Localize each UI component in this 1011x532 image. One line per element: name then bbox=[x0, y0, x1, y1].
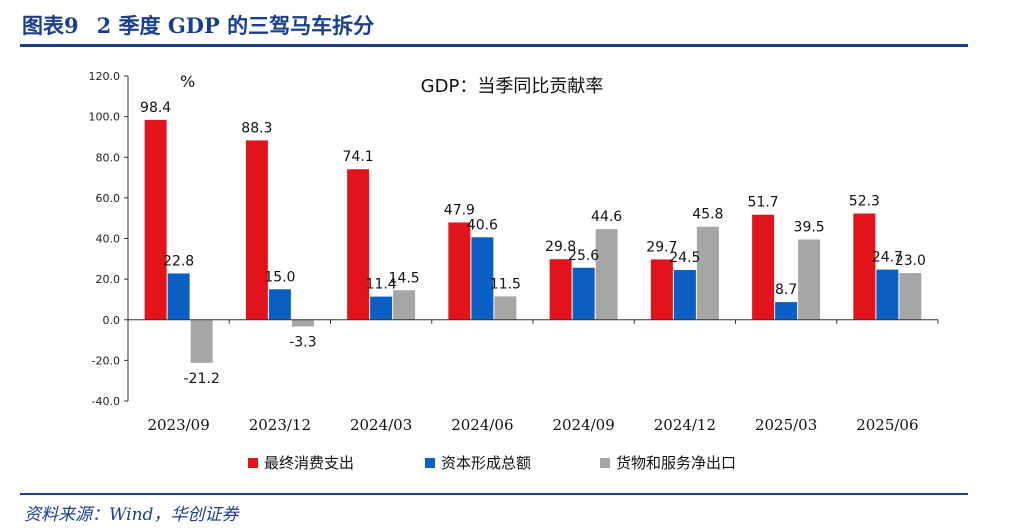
x-category-label: 2025/06 bbox=[856, 416, 918, 434]
data-label-consumption: 52.3 bbox=[849, 194, 880, 210]
x-category-label: 2024/03 bbox=[350, 416, 412, 434]
x-category-label: 2024/12 bbox=[654, 416, 716, 434]
y-tick-label: 40.0 bbox=[96, 233, 121, 246]
data-label-capital: 22.8 bbox=[163, 253, 194, 269]
bar-capital bbox=[167, 273, 190, 320]
bar-net-export bbox=[899, 273, 922, 320]
bar-consumption bbox=[245, 140, 268, 320]
bar-capital bbox=[775, 302, 798, 320]
figure-title: 图表9 2 季度 GDP 的三驾马车拆分 bbox=[22, 10, 374, 40]
bar-capital bbox=[673, 269, 696, 320]
x-category-label: 2025/03 bbox=[755, 416, 817, 434]
source-note: 资料来源：Wind，华创证券 bbox=[24, 505, 239, 525]
bar-net-export bbox=[393, 290, 416, 320]
bar-net-export bbox=[291, 319, 314, 327]
data-label-net-export: 44.6 bbox=[591, 209, 622, 225]
bar-consumption bbox=[650, 259, 673, 320]
data-label-net-export: 23.0 bbox=[895, 253, 926, 269]
bar-capital bbox=[471, 237, 494, 320]
x-category-label: 2023/12 bbox=[249, 416, 311, 434]
title-rule bbox=[20, 44, 968, 47]
legend-label-net-export: 货物和服务净出口 bbox=[616, 454, 736, 472]
data-label-net-export: 14.5 bbox=[389, 270, 420, 286]
data-label-capital: 40.6 bbox=[467, 217, 498, 233]
x-axis: 2023/09 2023/12 2024/03 2024/06 2024/09 2024/… bbox=[127, 319, 939, 434]
y-tick-label: -40.0 bbox=[92, 395, 120, 408]
data-label-consumption: 51.7 bbox=[748, 195, 779, 211]
y-tick-label: 120.0 bbox=[89, 70, 121, 83]
data-label-net-export: 39.5 bbox=[794, 220, 825, 236]
source-rule bbox=[20, 493, 968, 495]
figure-title-text: 2 季度 GDP 的三驾马车拆分 bbox=[96, 13, 375, 38]
data-label-net-export: 45.8 bbox=[692, 207, 723, 223]
bar-consumption bbox=[144, 119, 167, 320]
legend-swatch-capital bbox=[425, 458, 435, 468]
data-label-capital: 24.7 bbox=[872, 250, 903, 266]
y-tick-label: 100.0 bbox=[89, 111, 121, 124]
bar-net-export bbox=[190, 319, 213, 363]
bar-capital bbox=[572, 267, 595, 320]
y-tick-label: 80.0 bbox=[96, 151, 121, 164]
bar-net-export bbox=[595, 229, 618, 320]
x-category-label: 2023/09 bbox=[147, 416, 209, 434]
data-label-consumption: 88.3 bbox=[241, 120, 272, 136]
data-label-consumption: 98.4 bbox=[140, 100, 171, 116]
data-label-net-export: -21.2 bbox=[184, 371, 220, 387]
bar-net-export bbox=[494, 296, 517, 320]
bar-capital bbox=[876, 269, 899, 320]
data-label-net-export: -3.3 bbox=[289, 334, 316, 350]
data-label-capital: 25.6 bbox=[568, 248, 599, 264]
bar-consumption bbox=[347, 169, 370, 320]
data-label-capital: 8.7 bbox=[775, 282, 797, 298]
legend-label-capital: 资本形成总额 bbox=[441, 454, 531, 472]
data-label-consumption: 74.1 bbox=[343, 149, 374, 165]
bar-consumption bbox=[752, 214, 775, 320]
data-label-capital: 15.0 bbox=[264, 269, 295, 285]
legend-label-consumption: 最终消费支出 bbox=[264, 454, 354, 472]
x-category-label: 2024/09 bbox=[552, 416, 614, 434]
data-label-capital: 24.5 bbox=[669, 250, 700, 266]
bars-group bbox=[144, 119, 922, 363]
data-label-consumption: 29.7 bbox=[646, 239, 677, 255]
figure-number: 图表9 bbox=[22, 13, 79, 38]
y-tick-label: 60.0 bbox=[96, 192, 121, 205]
bar-net-export bbox=[798, 239, 821, 320]
bar-consumption bbox=[853, 213, 876, 320]
bar-capital bbox=[268, 289, 291, 320]
y-tick-label: 0.0 bbox=[103, 314, 121, 327]
chart-title: GDP：当季同比贡献率 bbox=[421, 76, 604, 97]
data-label-consumption: 29.8 bbox=[545, 239, 576, 255]
bar-consumption bbox=[549, 259, 572, 320]
legend-swatch-net-export bbox=[600, 458, 610, 468]
legend-swatch-consumption bbox=[248, 458, 258, 468]
y-tick-label: -20.0 bbox=[92, 354, 120, 367]
legend: 最终消费支出 资本形成总额 货物和服务净出口 bbox=[248, 454, 736, 472]
data-labels-group: 98.4 22.8 -21.2 88.3 15.0 -3.3 74.1 11.414.5 47.… bbox=[140, 100, 926, 387]
data-label-consumption: 47.9 bbox=[444, 202, 475, 218]
y-tick-label: 20.0 bbox=[96, 273, 121, 286]
bar-consumption bbox=[448, 222, 471, 320]
y-axis: -40.0 -20.0 0.0 20.0 40.0 60.0 80.0 100.0 120.0 bbox=[89, 70, 129, 408]
data-label-capital: 11.4 bbox=[366, 277, 397, 293]
bar-capital bbox=[370, 296, 393, 320]
x-category-label: 2024/06 bbox=[451, 416, 513, 434]
y-unit-label: % bbox=[180, 72, 195, 91]
data-label-net-export: 11.5 bbox=[490, 276, 521, 292]
bar-net-export bbox=[696, 226, 719, 320]
